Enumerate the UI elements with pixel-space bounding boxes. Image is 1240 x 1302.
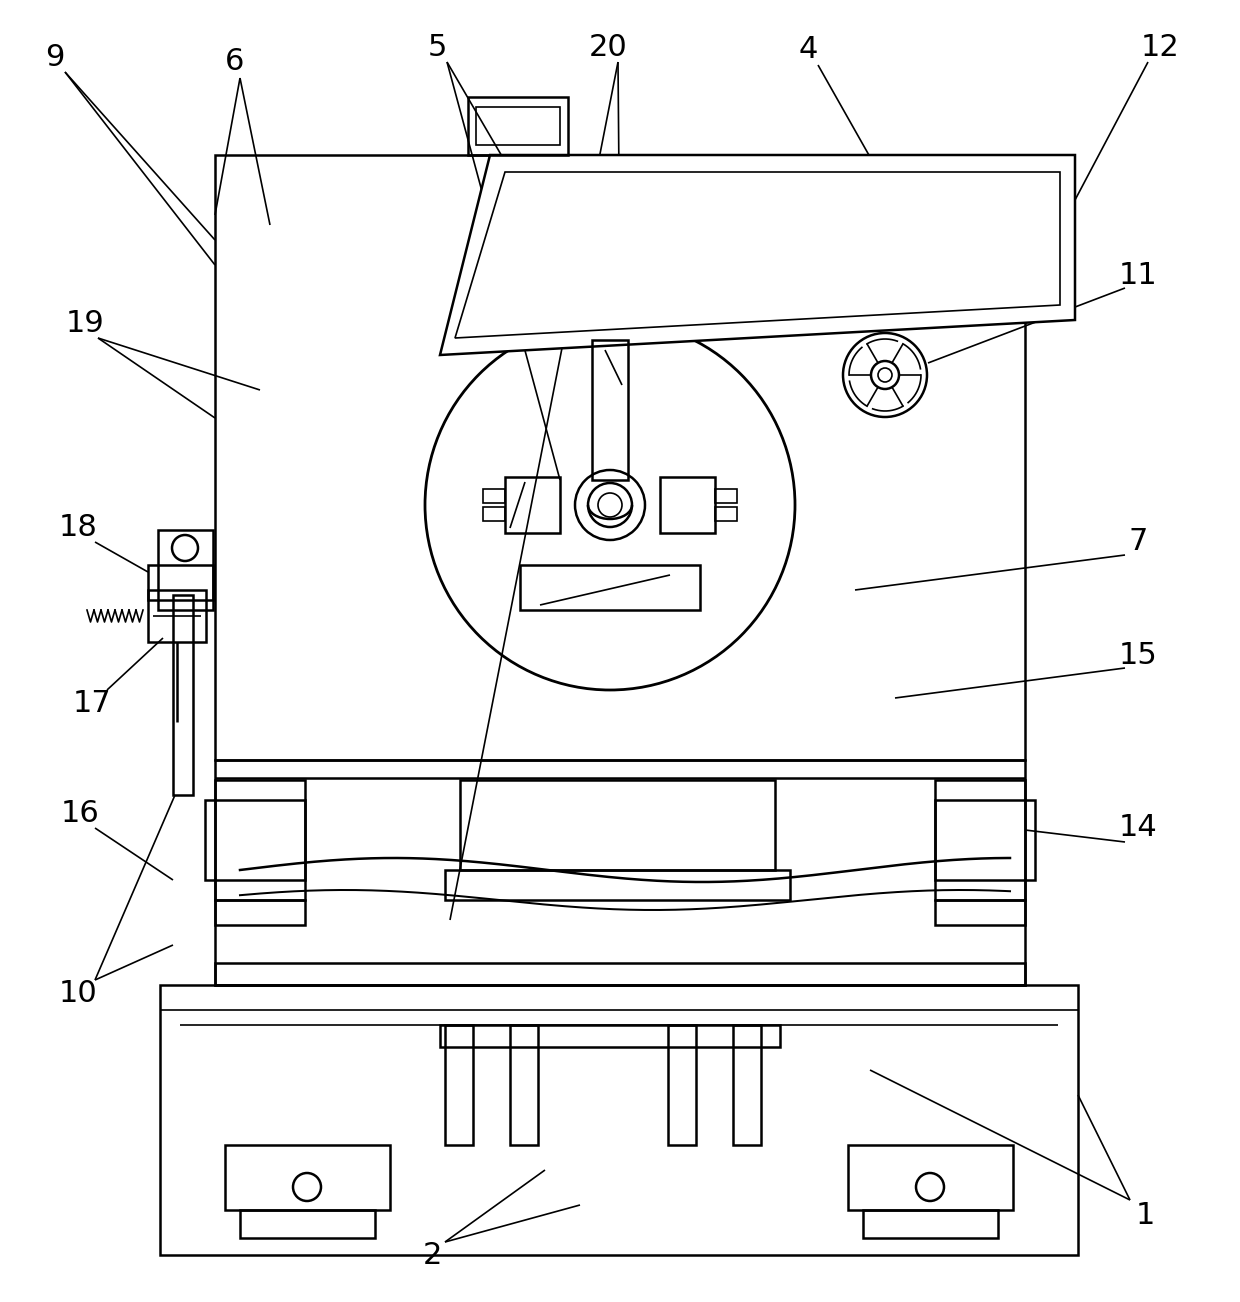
- Bar: [445, 870, 790, 900]
- Bar: [215, 963, 1025, 986]
- Bar: [215, 155, 1025, 760]
- Text: 19: 19: [66, 309, 104, 337]
- Bar: [160, 986, 1078, 1255]
- Bar: [174, 595, 193, 796]
- Bar: [205, 799, 305, 880]
- Bar: [715, 490, 737, 503]
- Bar: [460, 780, 775, 870]
- Bar: [591, 340, 627, 480]
- Text: 2: 2: [423, 1241, 441, 1269]
- Bar: [440, 1025, 780, 1047]
- Text: 15: 15: [1118, 641, 1157, 669]
- Bar: [715, 506, 737, 521]
- Text: 12: 12: [1141, 34, 1179, 62]
- Bar: [935, 799, 1035, 880]
- Bar: [445, 1025, 472, 1144]
- Text: 9: 9: [46, 43, 64, 73]
- Bar: [148, 590, 206, 642]
- Text: 1: 1: [1136, 1200, 1154, 1229]
- Bar: [467, 98, 568, 155]
- Text: 16: 16: [61, 798, 99, 828]
- Bar: [848, 1144, 1013, 1210]
- Text: 14: 14: [1118, 814, 1157, 842]
- Bar: [510, 1025, 538, 1144]
- Bar: [863, 1210, 998, 1238]
- Text: 7: 7: [1128, 527, 1148, 556]
- Bar: [215, 900, 305, 924]
- Bar: [484, 506, 505, 521]
- Text: 18: 18: [58, 513, 98, 543]
- Text: 4: 4: [799, 35, 817, 65]
- Text: 6: 6: [226, 47, 244, 77]
- Bar: [660, 477, 715, 533]
- Bar: [476, 107, 560, 145]
- Polygon shape: [440, 155, 1075, 355]
- Text: 20: 20: [589, 34, 627, 62]
- Bar: [148, 565, 213, 600]
- Text: 5: 5: [428, 34, 446, 62]
- Polygon shape: [455, 172, 1060, 339]
- Bar: [733, 1025, 761, 1144]
- Text: 17: 17: [73, 689, 112, 717]
- Bar: [505, 477, 560, 533]
- Bar: [668, 1025, 696, 1144]
- Bar: [241, 1210, 374, 1238]
- Bar: [484, 490, 505, 503]
- Text: 10: 10: [58, 979, 98, 1008]
- Bar: [215, 780, 305, 900]
- Bar: [215, 760, 1025, 986]
- Text: 11: 11: [1118, 260, 1157, 289]
- Bar: [935, 780, 1025, 900]
- Bar: [224, 1144, 391, 1210]
- Bar: [935, 900, 1025, 924]
- Bar: [520, 565, 701, 611]
- Bar: [157, 530, 213, 611]
